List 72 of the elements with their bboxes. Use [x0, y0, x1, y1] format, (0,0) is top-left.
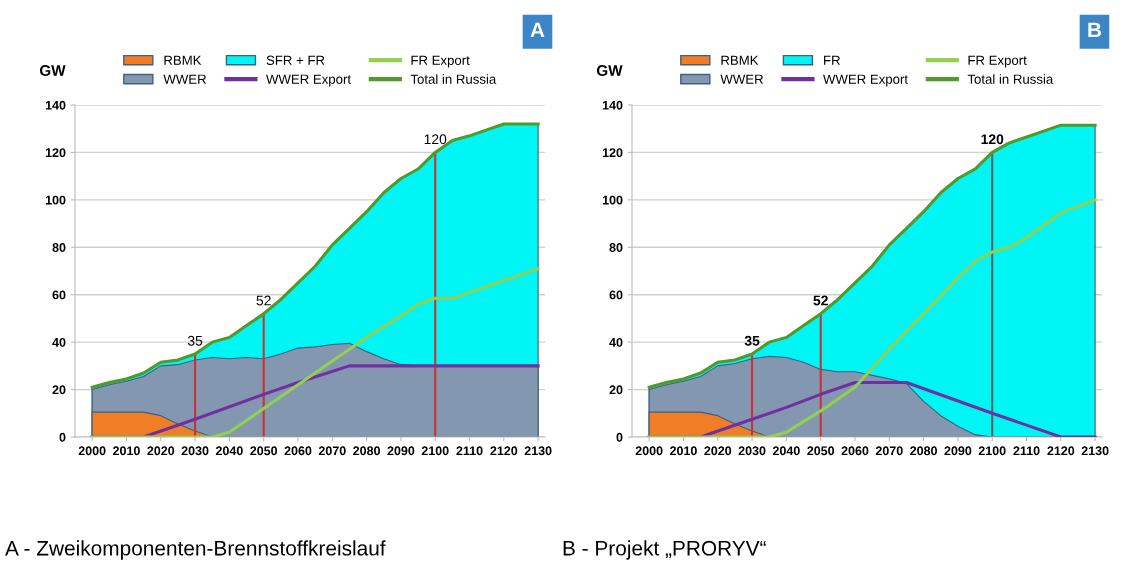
- y-tick-label: 20: [609, 385, 623, 395]
- y-tick-label: 100: [602, 195, 623, 205]
- text: A - Zweikomponenten-Brennstoffkreislauf: [5, 540, 386, 560]
- y-axis-title: GW: [39, 65, 66, 76]
- y-tick-label: 60: [609, 290, 623, 300]
- annotation: 35: [187, 335, 203, 346]
- annotation: 120: [424, 134, 447, 145]
- y-tick-label: 40: [609, 337, 623, 347]
- x-tick-label: 2100: [978, 446, 1006, 456]
- annotation: 120: [981, 134, 1004, 145]
- x-tick-label: 2060: [284, 446, 312, 456]
- legend-label: Total in Russia: [410, 74, 497, 84]
- text: B: [1088, 22, 1102, 38]
- legend-label: WWER Export: [823, 74, 908, 87]
- legend-label: FR Export: [411, 55, 470, 68]
- x-tick-label: 2100: [421, 446, 449, 456]
- x-tick-label: 2070: [875, 446, 903, 456]
- line-series: [90, 267, 540, 437]
- x-tick-label: 2130: [1081, 446, 1109, 456]
- y-tick-label: 40: [52, 337, 66, 347]
- legend-label: Total in Russia: [967, 74, 1054, 84]
- x-tick-label: 2000: [635, 446, 663, 456]
- y-tick-label: 20: [52, 385, 66, 395]
- y-tick-label: 100: [45, 195, 66, 205]
- x-tick-label: 2040: [772, 446, 800, 456]
- line-series: [647, 123, 1097, 389]
- x-tick-label: 2030: [181, 446, 209, 456]
- y-tick-label: 140: [602, 100, 623, 110]
- y-tick-label: 140: [45, 100, 66, 110]
- x-tick-label: 2110: [1013, 446, 1040, 456]
- line-series: [90, 122, 540, 389]
- y-axis-title: GW: [596, 65, 623, 76]
- x-tick-label: 2080: [910, 446, 937, 456]
- y-tick-label: 80: [609, 243, 623, 252]
- legend-label: RBMK: [721, 55, 759, 65]
- x-tick-label: 2120: [1047, 446, 1075, 456]
- x-tick-label: 2070: [318, 446, 346, 456]
- legend-label: SFR + FR: [266, 55, 325, 65]
- x-tick-label: 2020: [147, 446, 175, 456]
- legend-label: FR Export: [968, 55, 1027, 68]
- x-tick-label: 2040: [215, 446, 243, 456]
- legend-label: WWER: [163, 74, 207, 84]
- x-tick-label: 2120: [490, 446, 518, 456]
- x-tick-label: 2060: [841, 446, 869, 456]
- y-tick-label: 0: [616, 432, 623, 442]
- x-tick-label: 2050: [807, 446, 835, 456]
- legend-label: FR: [824, 55, 840, 65]
- x-tick-label: 2030: [738, 446, 766, 456]
- y-tick-label: 60: [52, 290, 66, 300]
- annotation: 52: [813, 295, 828, 306]
- legend-label: RBMK: [164, 55, 202, 65]
- x-tick-label: 2080: [353, 446, 380, 456]
- x-tick-label: 2050: [250, 446, 278, 456]
- annotation: 52: [256, 295, 271, 306]
- x-tick-label: 2130: [524, 446, 552, 456]
- line-series: [647, 198, 1097, 437]
- x-tick-label: 2010: [669, 446, 697, 456]
- y-tick-label: 120: [602, 148, 623, 158]
- y-tick-label: 80: [52, 243, 66, 252]
- x-tick-label: 2090: [944, 446, 972, 456]
- y-tick-label: 120: [45, 148, 66, 158]
- y-tick-label: 0: [59, 432, 66, 442]
- legend-label: WWER: [720, 74, 764, 84]
- text: A: [530, 22, 545, 38]
- annotation: 35: [744, 335, 760, 346]
- x-tick-label: 2090: [387, 446, 415, 456]
- x-tick-label: 2010: [112, 446, 140, 456]
- x-tick-label: 2110: [456, 446, 483, 456]
- x-tick-label: 2020: [704, 446, 732, 456]
- text: B - Projekt „PRORYV“: [563, 540, 766, 560]
- legend-label: WWER Export: [266, 74, 351, 87]
- x-tick-label: 2000: [78, 446, 106, 456]
